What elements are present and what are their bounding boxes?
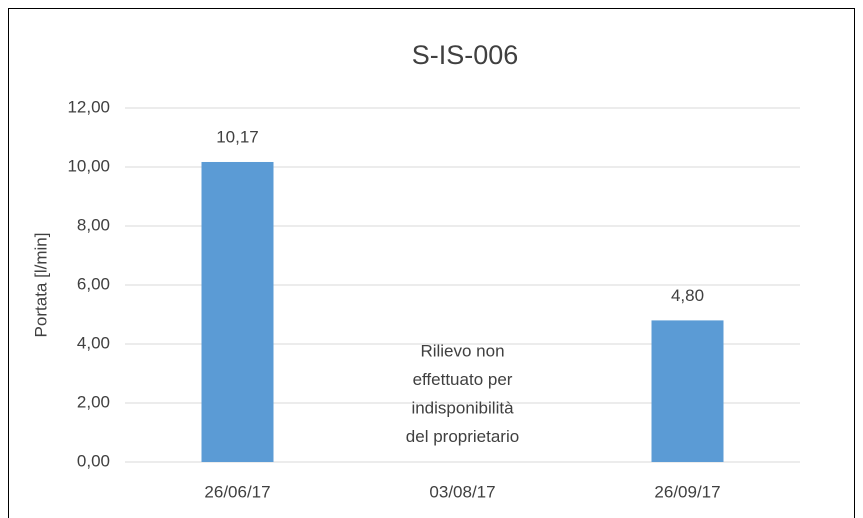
annotation: Rilievo non xyxy=(420,341,504,360)
bar xyxy=(201,161,274,463)
y-tick-label: 0,00 xyxy=(77,451,110,470)
y-tick-label: 6,00 xyxy=(77,274,110,293)
y-tick-label: 10,00 xyxy=(67,156,110,175)
annotation: indisponibilità xyxy=(411,398,514,417)
data-label: 10,17 xyxy=(216,127,259,146)
x-tick-label: 26/09/17 xyxy=(654,482,720,501)
y-tick-label: 12,00 xyxy=(67,97,110,116)
y-tick-label: 2,00 xyxy=(77,392,110,411)
x-tick-label: 26/06/17 xyxy=(204,482,270,501)
bar xyxy=(651,320,724,462)
chart-border xyxy=(8,8,855,518)
chart-title: S-IS-006 xyxy=(412,40,519,70)
annotation: del proprietario xyxy=(406,427,519,446)
y-axis-label: Portata [l/min] xyxy=(31,233,50,338)
y-tick-label: 4,00 xyxy=(77,333,110,352)
y-tick-label: 8,00 xyxy=(77,215,110,234)
data-label: 4,80 xyxy=(671,286,704,305)
annotation: effettuato per xyxy=(413,370,513,389)
x-tick-label: 03/08/17 xyxy=(429,482,495,501)
